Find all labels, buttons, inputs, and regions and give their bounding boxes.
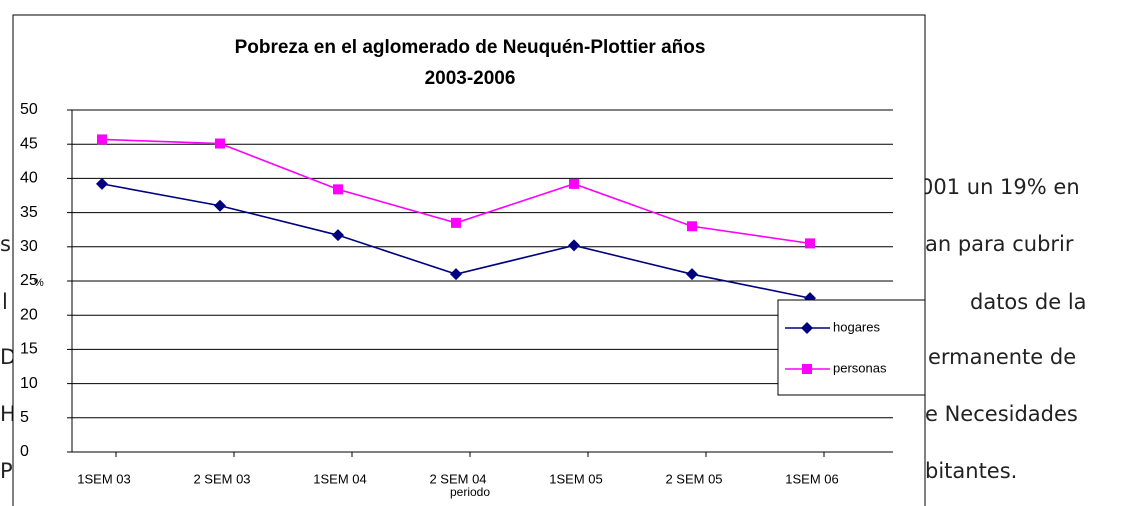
document-text: e Necesidades [925, 402, 1078, 426]
data-point [568, 239, 580, 252]
data-point [450, 268, 462, 281]
legend-label: hogares [833, 319, 880, 334]
data-point [214, 199, 226, 212]
document-text: bitantes. [925, 459, 1017, 483]
y-tick-label: 0 [20, 443, 29, 460]
document-text: datos de la [970, 290, 1087, 314]
data-point [686, 268, 698, 281]
chart-title: Pobreza en el aglomerado de Neuquén-Plot… [235, 37, 706, 58]
data-point [215, 138, 225, 149]
y-tick-label: 35 [20, 204, 38, 221]
data-point [687, 221, 697, 232]
document-text: D [0, 345, 16, 369]
y-tick-label: 15 [20, 341, 38, 358]
document-text: s [0, 232, 11, 256]
document-text: H [0, 402, 16, 426]
y-tick-label: 45 [20, 135, 38, 152]
legend-label: personas [833, 360, 887, 375]
y-tick-label: 20 [20, 306, 38, 323]
y-tick-label: 30 [20, 238, 38, 255]
y-tick-label: 40 [20, 170, 38, 187]
chart-subtitle: 2003-2006 [425, 68, 516, 89]
x-tick-label: 1SEM 05 [549, 471, 602, 486]
x-tick-label: 2 SEM 04 [429, 471, 486, 486]
x-tick-label: 2 SEM 03 [193, 471, 250, 486]
data-point [333, 184, 343, 195]
x-axis-label: periodo [450, 485, 490, 499]
legend-marker [801, 322, 813, 334]
data-point [96, 177, 108, 190]
x-tick-label: 1SEM 03 [77, 471, 130, 486]
document-text: ermanente de [928, 345, 1076, 369]
chart-frame [12, 14, 926, 506]
x-tick-label: 1SEM 06 [785, 471, 838, 486]
legend-box [777, 299, 926, 396]
y-tick-label: 5 [20, 409, 29, 426]
data-point [569, 178, 579, 189]
x-tick-label: 2 SEM 05 [665, 471, 722, 486]
data-point [332, 229, 344, 242]
data-point [97, 134, 107, 145]
data-point [805, 238, 815, 249]
y-tick-label: 25 [20, 272, 38, 289]
document-text: 001 un 19% en [920, 175, 1080, 199]
x-tick-label: 1SEM 04 [313, 471, 366, 486]
document-text: l [2, 290, 8, 314]
data-point [451, 217, 461, 228]
document-text: an para cubrir [925, 232, 1074, 256]
document-text: P [0, 459, 13, 483]
legend-marker [802, 364, 812, 374]
y-tick-label: 10 [20, 375, 38, 392]
y-axis-label: % [34, 277, 44, 289]
y-tick-label: 50 [20, 101, 38, 118]
